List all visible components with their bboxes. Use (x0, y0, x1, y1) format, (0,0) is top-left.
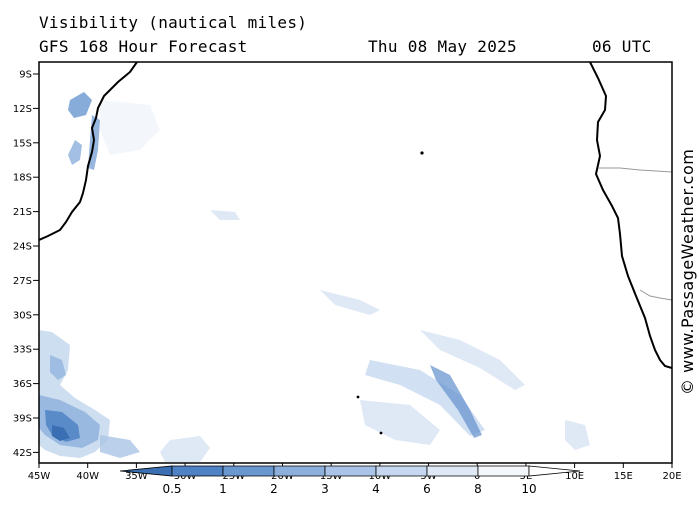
lon-tick-label: 25W (222, 471, 245, 482)
colorbar-label: 1 (219, 482, 227, 496)
lat-tick-label: 21S (13, 207, 32, 218)
lat-tick-label: 9S (19, 70, 32, 81)
national-borders (598, 167, 672, 301)
colorbar-swatch (477, 465, 530, 477)
lat-tick-label: 12S (13, 104, 32, 115)
lat-tick-label: 39S (13, 414, 32, 425)
colorbar-swatch (528, 465, 581, 477)
island-marker (420, 151, 424, 155)
colorbar-label: 10 (521, 482, 536, 496)
lon-tick-label: 0 (474, 471, 480, 482)
lon-tick-label: 20E (662, 471, 681, 482)
lon-tick-label: 30W (174, 471, 197, 482)
africa-coastline (589, 62, 672, 369)
forecast-date: Thu 08 May 2025 (368, 37, 517, 56)
lon-tick-label: 15W (320, 471, 343, 482)
watermark-text: © www.PassageWeather.com (678, 149, 697, 395)
colorbar-swatch (171, 465, 224, 477)
lon-tick-label: 20W (271, 471, 294, 482)
lon-tick-label: 10W (369, 471, 392, 482)
lat-tick-label: 30S (13, 310, 32, 321)
visibility-shading (39, 92, 590, 462)
lon-tick-label: 5W (420, 471, 436, 482)
lat-tick-label: 15S (13, 138, 32, 149)
lat-tick-label: 36S (13, 379, 32, 390)
lon-tick-label: 15E (614, 471, 633, 482)
south-america-coastline (39, 62, 138, 241)
lon-tick-label: 45W (28, 471, 51, 482)
lon-tick-label: 40W (76, 471, 99, 482)
colorbar-label: 4 (372, 482, 380, 496)
lat-tick-label: 27S (13, 276, 32, 287)
colorbar-swatch (273, 465, 326, 477)
lat-tick-label: 18S (13, 173, 32, 184)
lon-tick-label: 35W (125, 471, 148, 482)
longitude-axis: 45W 40W 35W 30W 25W 20W 15W 10W 5W 0 5E 10E 15E 20E (28, 463, 682, 482)
colorbar-label: 0.5 (162, 482, 181, 496)
colorbar-swatch (375, 465, 428, 477)
visibility-colorbar: 0.5 1 2 3 4 6 8 10 (119, 465, 581, 496)
colorbar-swatch (426, 465, 479, 477)
colorbar-label: 6 (423, 482, 431, 496)
island-marker (379, 431, 383, 435)
latitude-axis: 9S 12S 15S 18S 21S 24S 27S 30S 33S 36S 39S 42S (13, 70, 39, 459)
colorbar-label: 2 (270, 482, 278, 496)
colorbar-label: 3 (321, 482, 329, 496)
lat-tick-label: 24S (13, 242, 32, 253)
coastlines (39, 62, 672, 369)
colorbar-label: 8 (474, 482, 482, 496)
colorbar-swatch (324, 465, 377, 477)
lat-tick-label: 33S (13, 345, 32, 356)
lon-tick-label: 10E (565, 471, 584, 482)
map-frame (38, 61, 673, 464)
parameter-title: Visibility (nautical miles) (39, 13, 308, 32)
forecast-time: 06 UTC (592, 37, 652, 56)
lon-tick-label: 5E (520, 471, 533, 482)
model-title: GFS 168 Hour Forecast (39, 37, 248, 56)
lat-tick-label: 42S (13, 448, 32, 459)
island-marker (356, 395, 360, 399)
colorbar-swatch (222, 465, 275, 477)
